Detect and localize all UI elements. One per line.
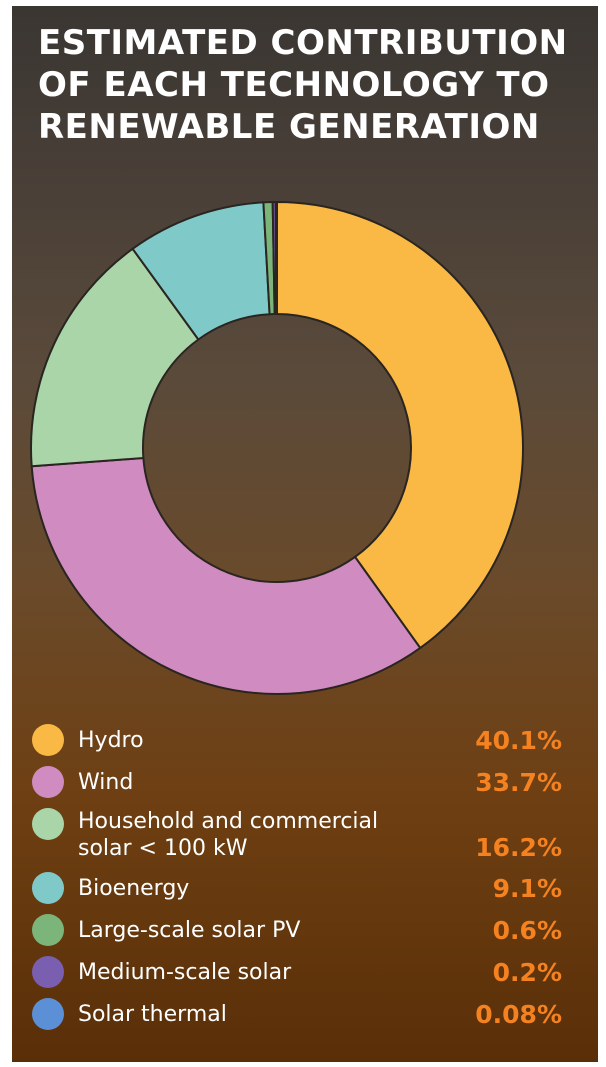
- legend-label: Hydro: [78, 727, 144, 753]
- legend-label: Solar thermal: [78, 1001, 227, 1027]
- legend: Hydro 40.1% Wind 33.7% Household and commerc…: [32, 724, 562, 1040]
- legend-label: Wind: [78, 769, 134, 795]
- chart-title: ESTIMATED CONTRIBUTION OF EACH TECHNOLOG…: [38, 23, 568, 147]
- donut-slice: [30, 456, 422, 695]
- legend-item: Medium-scale solar 0.2%: [32, 956, 562, 988]
- legend-swatch: [32, 766, 64, 798]
- legend-item: Wind 33.7%: [32, 766, 562, 798]
- legend-item: Large-scale solar PV 0.6%: [32, 914, 562, 946]
- legend-swatch: [32, 808, 64, 840]
- value-label: 0.2%: [492, 957, 562, 987]
- legend-swatch: [32, 872, 64, 904]
- donut-chart: [30, 200, 524, 695]
- legend-item: Household and commercial solar < 100 kW 1…: [32, 808, 562, 862]
- legend-swatch: [32, 956, 64, 988]
- legend-label: Large-scale solar PV: [78, 917, 301, 943]
- value-label: 40.1%: [475, 725, 562, 755]
- legend-label: Medium-scale solar: [78, 959, 292, 985]
- donut-slice: [30, 247, 200, 468]
- infographic: ESTIMATED CONTRIBUTION OF EACH TECHNOLOG…: [12, 6, 598, 1062]
- legend-label: Household and commercial solar < 100 kW: [78, 809, 379, 861]
- legend-swatch: [32, 914, 64, 946]
- donut-slice: [274, 200, 278, 316]
- legend-swatch: [32, 724, 64, 756]
- value-label: 0.08%: [475, 999, 562, 1029]
- legend-item: Bioenergy 9.1%: [32, 872, 562, 904]
- value-label: 16.2%: [475, 833, 562, 862]
- value-label: 33.7%: [475, 767, 562, 797]
- value-label: 0.6%: [492, 915, 562, 945]
- value-label: 9.1%: [492, 873, 562, 903]
- legend-label: Bioenergy: [78, 875, 190, 901]
- legend-item: Hydro 40.1%: [32, 724, 562, 756]
- donut-slice: [276, 200, 524, 650]
- legend-item: Solar thermal 0.08%: [32, 998, 562, 1030]
- legend-swatch: [32, 998, 64, 1030]
